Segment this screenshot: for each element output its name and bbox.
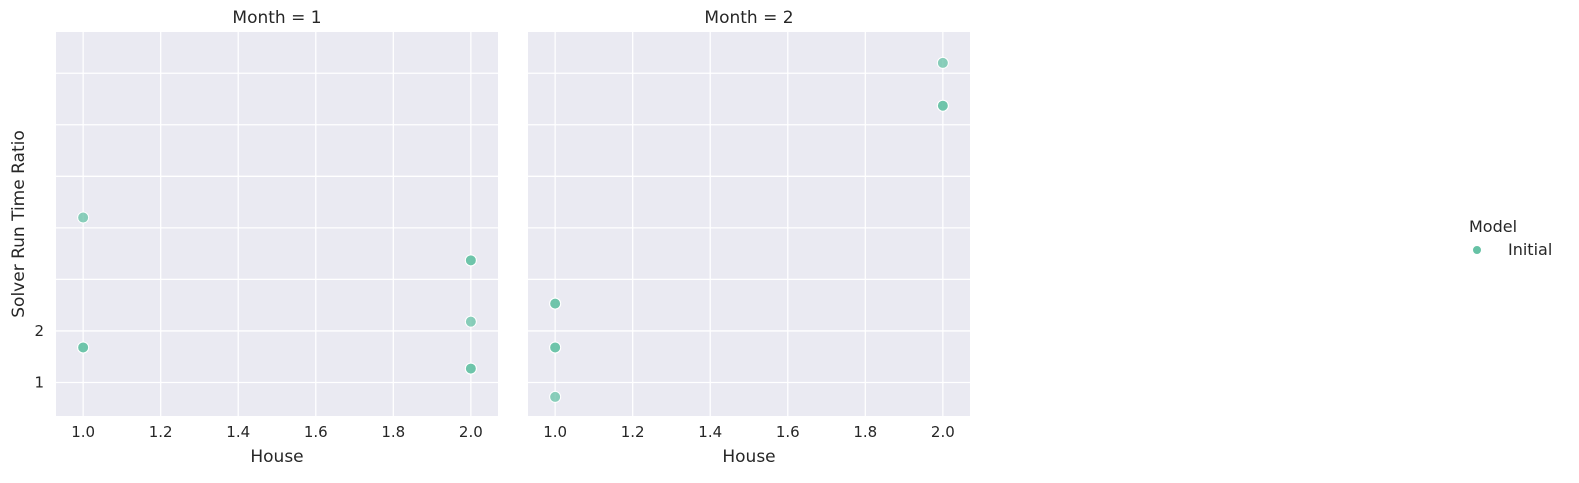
panel-background (528, 32, 970, 416)
data-point (464, 254, 477, 267)
data-point (77, 341, 90, 354)
data-point (549, 297, 562, 310)
data-point (936, 99, 949, 112)
x-tick-label: 1.0 (543, 423, 567, 441)
x-axis-label: House (250, 447, 303, 467)
legend: Model Initial (1469, 217, 1552, 259)
legend-title: Model (1469, 217, 1517, 236)
panel-background (56, 32, 498, 416)
legend-marker (1472, 245, 1482, 255)
data-point (77, 211, 90, 224)
panel-title: Month = 1 (232, 8, 321, 28)
x-tick-label: 1.8 (853, 423, 877, 441)
x-tick-label: 1.2 (621, 423, 645, 441)
data-point (464, 315, 477, 328)
x-tick-label: 1.6 (776, 423, 800, 441)
x-tick-label: 1.4 (698, 423, 722, 441)
y-tick-label: 2 (34, 322, 44, 340)
data-point (549, 341, 562, 354)
x-tick-label: 1.0 (71, 423, 95, 441)
panel-title: Month = 2 (704, 8, 793, 28)
facet-panel-2: 1.0 1.2 1.4 1.6 1.8 2.0 Month = 2 House (528, 8, 970, 467)
x-tick-label: 1.8 (381, 423, 405, 441)
data-point (936, 56, 949, 69)
x-tick-label: 1.4 (226, 423, 250, 441)
x-axis-label: House (722, 447, 775, 467)
legend-label: Initial (1508, 240, 1552, 259)
legend-entries: Initial (1472, 240, 1552, 259)
data-point (549, 390, 562, 403)
x-tick-label: 2.0 (459, 423, 483, 441)
facet-panel-1: 1.0 1.2 1.4 1.6 1.8 2.0 1 2 Month = 1 House (34, 8, 498, 467)
data-point (464, 362, 477, 375)
panels-layer: 1.0 1.2 1.4 1.6 1.8 2.0 1 2 Month = 1 House 1.0 1.2… (34, 8, 970, 467)
y-axis-label: Solver Run Time Ratio (9, 130, 29, 317)
x-tick-label: 1.6 (304, 423, 328, 441)
x-tick-label: 2.0 (931, 423, 955, 441)
x-tick-label: 1.2 (149, 423, 173, 441)
y-tick-label: 1 (34, 373, 44, 391)
